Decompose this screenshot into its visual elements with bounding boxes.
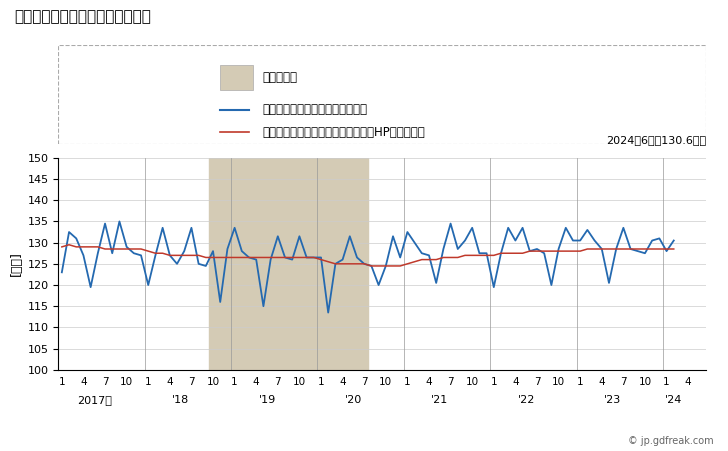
Text: '18: '18: [172, 395, 189, 405]
Text: 女性常用労働者の所定内労働時間: 女性常用労働者の所定内労働時間: [262, 103, 368, 116]
Text: '19: '19: [258, 395, 276, 405]
Text: '24: '24: [665, 395, 682, 405]
Text: © jp.gdfreak.com: © jp.gdfreak.com: [628, 437, 713, 446]
Text: 女性常用労働者の所定内労働時間: 女性常用労働者の所定内労働時間: [15, 9, 151, 24]
Text: 2024年6月：130.6時間: 2024年6月：130.6時間: [606, 135, 706, 145]
Text: '23: '23: [604, 395, 621, 405]
FancyBboxPatch shape: [221, 65, 253, 90]
Bar: [210, 158, 368, 370]
Y-axis label: [時間]: [時間]: [10, 251, 23, 276]
Text: '21: '21: [431, 395, 448, 405]
Text: 2017年: 2017年: [76, 395, 111, 405]
Text: '20: '20: [345, 395, 362, 405]
Text: '22: '22: [518, 395, 535, 405]
Text: 景気後退期: 景気後退期: [262, 71, 297, 84]
Text: 女性常用労働者の所定内労働時間（HPフィルタ）: 女性常用労働者の所定内労働時間（HPフィルタ）: [262, 126, 425, 139]
